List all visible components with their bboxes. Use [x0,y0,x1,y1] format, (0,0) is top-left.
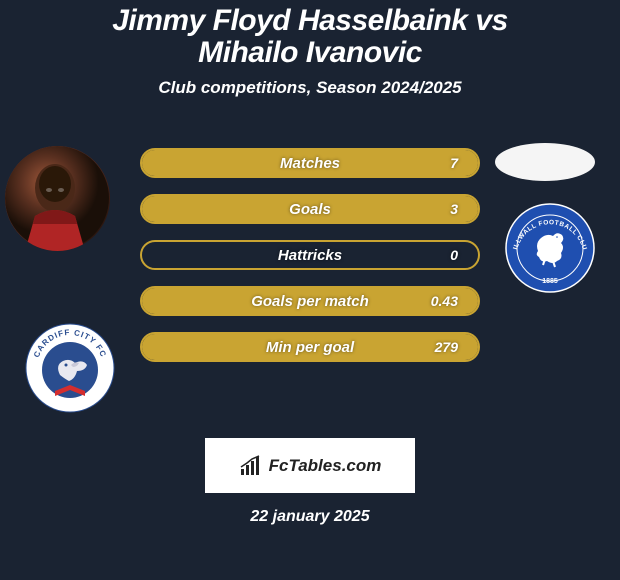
page-title: Jimmy Floyd Hasselbaink vs Mihailo Ivano… [0,0,620,78]
stat-bar-mpg: Min per goal 279 [140,332,480,362]
stat-bar-goals: Goals 3 [140,194,480,224]
stat-bar-matches: Matches 7 [140,148,480,178]
player-photo-left [5,146,110,251]
brand-text: FcTables.com [269,456,382,476]
stats-bars: Matches 7 Goals 3 Hattricks 0 Goals per … [140,148,480,378]
stat-value: 279 [435,339,458,355]
stat-label: Goals [289,201,331,218]
stat-value: 3 [450,201,458,217]
stat-label: Goals per match [251,293,369,310]
stat-value: 0.43 [431,293,458,309]
chart-icon [239,455,263,477]
subtitle: Club competitions, Season 2024/2025 [0,78,620,98]
player-photo-right [495,143,595,181]
svg-text:1885: 1885 [542,278,558,285]
stat-label: Matches [280,155,340,172]
stat-value: 0 [450,247,458,263]
stat-label: Min per goal [266,339,354,356]
stat-value: 7 [450,155,458,171]
stat-label: Hattricks [278,247,342,264]
club-badge-left: CARDIFF CITY FC [25,323,115,413]
stat-bar-hattricks: Hattricks 0 [140,240,480,270]
infographic-container: Jimmy Floyd Hasselbaink vs Mihailo Ivano… [0,0,620,526]
brand-box[interactable]: FcTables.com [205,438,415,493]
content-area: CARDIFF CITY FC MILLWALL FOOTBALL CLUB [0,128,620,428]
club-badge-right: MILLWALL FOOTBALL CLUB 1885 [505,203,595,293]
date-text: 22 january 2025 [0,508,620,526]
stat-bar-gpm: Goals per match 0.43 [140,286,480,316]
